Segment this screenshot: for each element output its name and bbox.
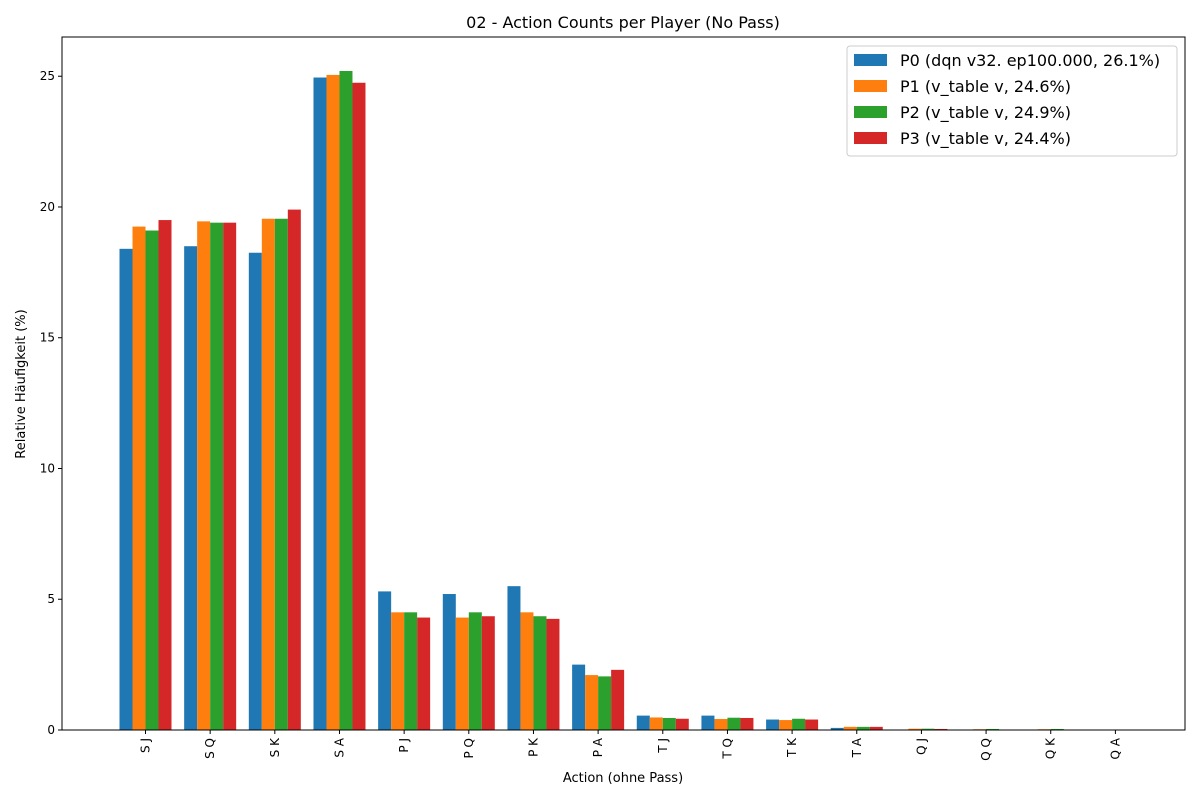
y-axis-title: Relative Häufigkeit (%) [14,309,29,458]
legend-swatch [854,106,887,118]
bar [727,717,741,730]
legend-label: P1 (v_table v, 24.6%) [900,77,1071,97]
bar [261,218,275,730]
bar [132,226,146,730]
bar [986,728,1000,730]
x-axis-title: Action (ohne Pass) [563,771,683,786]
x-tick-label: S J [139,738,153,753]
legend-swatch [854,54,887,66]
chart-title: 02 - Action Counts per Player (No Pass) [466,13,780,32]
bar [287,209,301,731]
x-tick-label: P Q [462,738,476,759]
bar [184,246,198,730]
bar [326,74,340,731]
bar [313,77,327,730]
legend-label: P3 (v_table v, 24.4%) [900,129,1071,149]
bar [636,715,650,730]
bar [119,248,133,730]
y-tick-label: 25 [40,69,55,83]
bar [921,728,935,730]
plot-area [119,71,1064,731]
bar [404,612,418,730]
bar [598,676,612,730]
series-0-bars [119,77,909,730]
bar [339,71,353,730]
x-tick-label: T A [850,737,864,758]
bar [675,718,689,730]
x-tick-label: T K [785,737,799,758]
bar [352,82,366,730]
legend-box [846,45,1178,157]
bar [662,717,676,730]
x-tick-label: P K [526,737,540,757]
series-1-bars [132,74,1051,731]
bar [158,220,172,730]
x-tick-label: P J [397,738,411,753]
bar [714,719,728,730]
bar [481,616,495,730]
series-3-bars [158,82,948,731]
bar [856,726,870,730]
legend: P0 (dqn v32. ep100.000, 26.1%) P1 (v_tabl… [846,45,1178,157]
x-tick-label: T Q [720,738,734,760]
x-tick-label: Q Q [979,738,993,761]
bar [520,612,534,730]
x-tick-label: S Q [203,738,217,759]
bar [843,726,857,730]
bar [830,727,844,730]
y-tick-label: 10 [40,461,55,475]
x-tick-label: S K [268,737,282,757]
bar [934,728,948,730]
bar [378,591,392,730]
bar [417,617,431,730]
y-tick-label: 0 [47,723,55,737]
y-tick-label: 5 [47,592,55,606]
bar [805,719,819,730]
bar [274,218,288,730]
bar [533,616,547,730]
bar [792,718,806,730]
bar [766,719,780,730]
bar [223,222,237,731]
axes: 0 5 10 15 20 25 S J S Q S K S A P J P Q P K P A T J T Q… [40,36,1186,761]
bar [572,664,586,730]
bar [248,252,262,730]
bar [740,717,754,730]
legend-label: P2 (v_table v, 24.9%) [900,103,1071,123]
bar [507,586,521,730]
x-tick-label: Q J [914,738,928,755]
bar [197,221,211,731]
bar [1050,728,1064,730]
bar [649,717,663,730]
bar [869,726,883,730]
bar [585,675,599,730]
bar [210,222,224,731]
bar [468,612,482,730]
x-tick-label: T J [656,738,670,754]
legend-swatch [854,80,887,92]
bar [611,669,625,730]
x-tick-label: Q A [1108,737,1122,759]
bar [546,618,560,730]
legend-swatch [854,132,887,144]
bar [908,728,922,730]
plot-frame [61,36,1186,731]
x-tick-label: Q K [1044,737,1058,759]
bar [779,720,793,730]
bar [455,617,469,730]
legend-label: P0 (dqn v32. ep100.000, 26.1%) [900,51,1160,70]
x-tick-label: P A [591,737,605,757]
x-tick-label: S A [332,737,346,757]
bar [701,715,715,730]
bar [442,594,456,730]
bar [145,230,159,730]
series-2-bars [145,71,1064,731]
y-tick-label: 15 [40,331,55,345]
y-tick-label: 20 [40,200,55,214]
bar [391,612,405,730]
